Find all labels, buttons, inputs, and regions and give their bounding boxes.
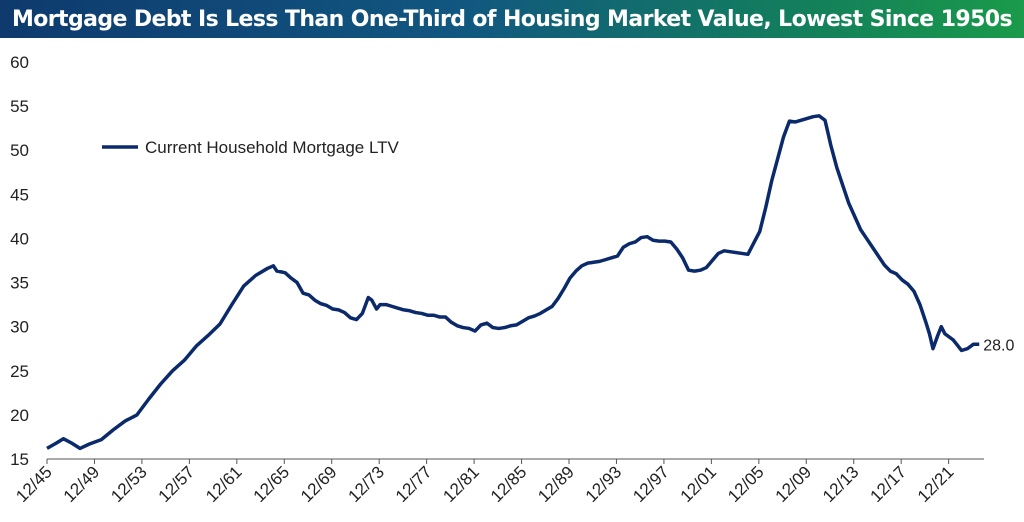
y-tick-label: 15 [10,450,29,469]
x-tick-label: 12/85 [487,462,531,506]
x-tick-label: 12/57 [155,462,199,506]
y-tick-label: 45 [10,185,29,204]
y-tick-label: 50 [10,141,29,160]
y-tick-label: 55 [10,97,29,116]
x-tick-label: 12/49 [60,462,104,506]
chart-title: Mortgage Debt Is Less Than One-Third of … [11,6,1013,32]
y-tick-label: 35 [10,274,29,293]
x-tick-label: 12/65 [250,462,294,506]
chart-area: 15 20 25 30 35 40 45 50 55 60 12/45 12/49 12/53 12/5… [10,53,1014,506]
legend-label: Current Household Mortgage LTV [145,138,400,157]
y-tick-label: 20 [10,406,29,425]
x-tick-label: 12/05 [724,462,768,506]
x-tick-label: 12/21 [914,462,958,506]
y-tick-label: 25 [10,362,29,381]
y-axis: 15 20 25 30 35 40 45 50 55 60 [10,53,29,469]
legend: Current Household Mortgage LTV [102,138,400,157]
x-tick-label: 12/09 [772,462,816,506]
x-tick-label: 12/13 [819,462,863,506]
x-tick-label: 12/77 [392,462,436,506]
y-tick-label: 40 [10,229,29,248]
x-tick-label: 12/93 [582,462,626,506]
series-layer [46,114,980,451]
x-tick-label: 12/73 [344,462,388,506]
x-tick-label: 12/17 [866,462,910,506]
x-tick-label: 12/61 [202,462,246,506]
x-tick-label: 12/81 [439,462,483,506]
y-tick-label: 60 [10,53,29,72]
end-value-label: 28.0 [983,337,1014,354]
x-tick-label: 12/69 [297,462,341,506]
x-tick-label: 12/53 [107,462,151,506]
x-tick-label: 12/97 [629,462,673,506]
series-line-mortgage-ltv [46,114,980,451]
x-tick-label: 12/01 [677,462,721,506]
title-bar: Mortgage Debt Is Less Than One-Third of … [0,0,1024,38]
x-axis: 12/45 12/49 12/53 12/57 12/61 12/65 12/69 12/73… [12,458,984,506]
x-tick-label: 12/89 [534,462,578,506]
y-tick-label: 30 [10,318,29,337]
